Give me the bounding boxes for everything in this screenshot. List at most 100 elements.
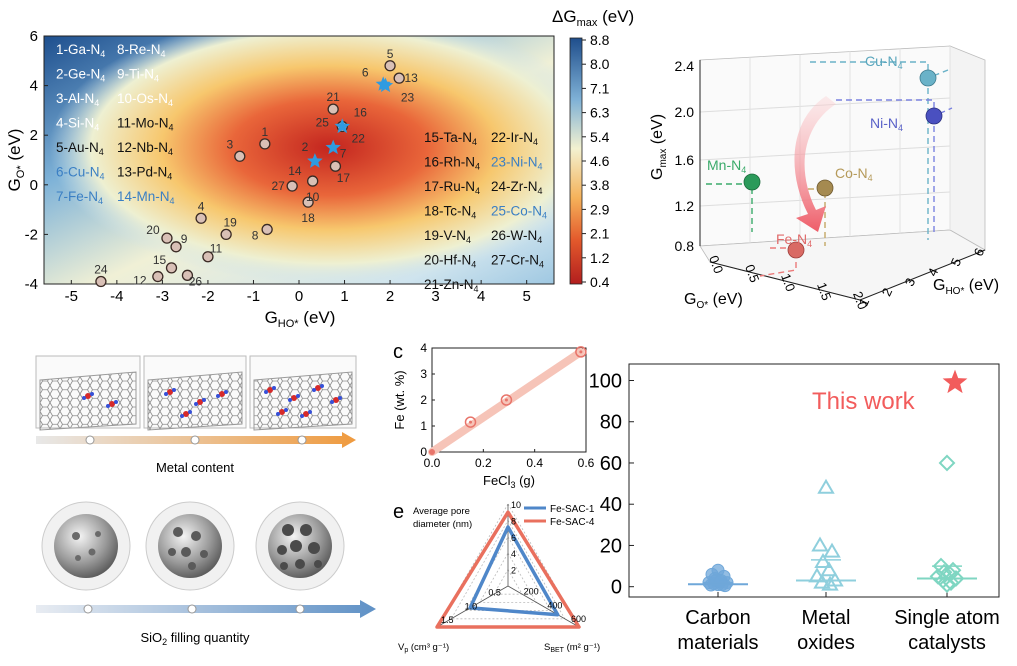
- panel-e-radar-chart: e 2 4 6 8 10 200 400 600 0.5 1.0 1.5 Average pore d…: [393, 500, 600, 654]
- c-point: [575, 346, 587, 358]
- site-point-1: [259, 138, 271, 150]
- radar-tick-vp: 1.5: [441, 615, 454, 625]
- 3d-z-ticks: 0.8 1.2 1.6 2.0 2.4: [675, 58, 695, 254]
- panel-c-y-label: Fe (wt. %): [392, 370, 407, 429]
- radar-legend: Fe-SAC-1 Fe-SAC-4: [524, 504, 595, 528]
- legend-entry: 4-Si-N4: [56, 116, 99, 133]
- legend-entry: 2-Ge-N4: [56, 67, 105, 84]
- category-label: Metal oxides: [797, 607, 855, 654]
- fe-atom: [219, 391, 225, 397]
- site-label-23: 23: [401, 91, 415, 105]
- radar-tick-pore: 6: [511, 533, 516, 543]
- 3d-z-tick-label: 1.2: [675, 198, 695, 214]
- single-atom-point: [942, 574, 960, 591]
- radar-tick-pore: 2: [511, 566, 516, 576]
- 3d-z-axis-label: Gmax (eV): [649, 114, 669, 180]
- radar-ticks: 2 4 6 8 10 200 400 600 0.5 1.0 1.5: [441, 500, 586, 625]
- site-label-26: 26: [189, 274, 203, 288]
- legend-entry: 23-Ni-N4: [491, 155, 543, 172]
- legend-entry: 10-Os-N4: [117, 91, 173, 108]
- arrow-node: [190, 435, 200, 445]
- fe-atom: [183, 411, 189, 417]
- legend-entry: 17-Ru-N4: [424, 179, 480, 196]
- 3d-point-labels: Cu-N4 Ni-N4 Mn-N4 Co-N4 Fe-N4: [707, 53, 903, 249]
- site-label-22: 22: [352, 132, 366, 146]
- arrow-node: [295, 604, 305, 614]
- co-n4-sphere: [816, 179, 834, 197]
- radar-grid-ring: [478, 552, 538, 603]
- 3d-x-tick-label: 1.0: [778, 271, 798, 293]
- heatmap-y-axis-label: GO* (eV): [5, 129, 27, 192]
- carbon-material-point: [713, 575, 727, 589]
- colorbar-tick-label: 3.8: [590, 177, 610, 193]
- 3d-side-wall: [949, 45, 986, 251]
- site-label-14: 14: [288, 164, 302, 178]
- radar-axis-label-vp: Vp (cm³ g⁻¹): [398, 642, 449, 654]
- fe-atom: [291, 395, 297, 401]
- radar-legend-label: Fe-SAC-4: [550, 517, 595, 528]
- cu-n4-sphere: [919, 69, 937, 87]
- 3d-points: [743, 69, 943, 259]
- n-atom: [296, 394, 300, 398]
- radar-tick-vp: 1.0: [465, 601, 478, 611]
- arrow-node: [85, 435, 95, 445]
- n-atom: [264, 390, 268, 394]
- radar-tick-sbet: 200: [524, 587, 539, 597]
- f-y-tick-label: 20: [600, 535, 622, 557]
- y-tick-label: -2: [25, 226, 38, 243]
- arrow-node: [83, 604, 93, 614]
- this-work-annotation: This work: [812, 388, 916, 415]
- site-label-1: 1: [262, 125, 269, 139]
- x-tick-label: -2: [201, 288, 214, 305]
- site-star-23: [377, 77, 394, 93]
- colorbar-tick-label: 0.4: [590, 274, 610, 290]
- 3d-grid: [699, 46, 951, 243]
- radar-series: [435, 510, 581, 629]
- panel-c-line-chart: c 0.0 0.2 0.4 0.6 0 1 2 3 4 FeCl3 (g) Fe (wt. %): [392, 341, 595, 490]
- comparison-frame: [628, 363, 1000, 598]
- site-star-14: [307, 153, 323, 168]
- sio2-caption: SiO2 filling quantity: [140, 630, 250, 647]
- legend-entry: 6-Cu-N4: [56, 165, 105, 182]
- site-point-8: [261, 223, 273, 236]
- panel-c-ticks: 0.0 0.2 0.4 0.6 0 1 2 3 4: [420, 341, 594, 470]
- site-label-11: 11: [210, 242, 223, 256]
- heatmap-legend-right: 15-Ta-N4 22-Ir-N4 16-Rh-N4 23-Ni-N4 17-Ru-N4…: [424, 130, 547, 294]
- metal-oxide-point: [814, 552, 832, 568]
- n-atom: [216, 394, 220, 398]
- fe-atom: [109, 401, 115, 407]
- site-point-12: [152, 270, 164, 283]
- metal-oxide-point: [817, 478, 835, 494]
- sio2-spheres-illustration: SiO2 filling quantity: [36, 501, 376, 647]
- site-label-20: 20: [146, 223, 160, 237]
- colorbar-tick-label: 1.2: [590, 250, 610, 266]
- metal-content-caption: Metal content: [156, 460, 234, 475]
- f-y-tick-label: 80: [600, 412, 622, 434]
- f-y-tick-label: 0: [611, 577, 622, 599]
- c-point-center: [469, 420, 472, 424]
- legend-entry: 18-Tc-N4: [424, 204, 476, 221]
- c-y-tick-label: 2: [420, 393, 427, 407]
- sio2-sphere-high: [255, 501, 345, 591]
- n-atom: [194, 402, 198, 406]
- radar-tick-pore: 10: [511, 500, 521, 510]
- n-atom: [90, 392, 94, 396]
- heatmap-x-axis-label: GHO* (eV): [265, 308, 336, 330]
- site-label-17: 17: [337, 171, 351, 185]
- n-atom: [172, 388, 176, 392]
- c-point-center: [504, 398, 508, 402]
- f-y-tick-label: 100: [589, 370, 622, 392]
- sio2-arrow: [36, 600, 376, 618]
- n-atom: [288, 398, 292, 402]
- cu-n4-label: Cu-N4: [865, 53, 903, 71]
- panel-c-x-label: FeCl3 (g): [483, 473, 535, 490]
- legend-entry: 20-Hf-N4: [424, 253, 476, 270]
- legend-entry: 25-Co-N4: [491, 204, 547, 221]
- mn-n4-label: Mn-N4: [707, 157, 746, 175]
- legend-entry: 16-Rh-N4: [424, 155, 480, 172]
- n-atom: [180, 414, 184, 418]
- radar-grid-ring: [450, 519, 566, 620]
- metal-oxide-point: [820, 561, 838, 577]
- fe-atom: [85, 393, 91, 399]
